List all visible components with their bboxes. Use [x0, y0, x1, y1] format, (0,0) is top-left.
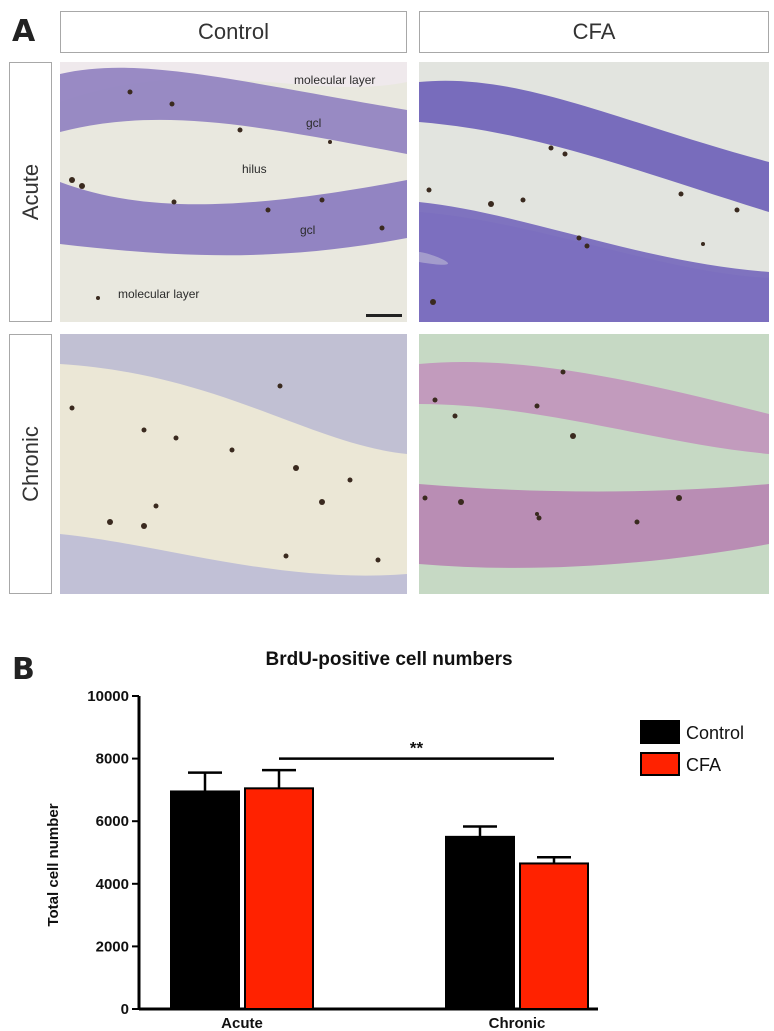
- micrograph-acute-cfa: [419, 62, 769, 322]
- panel-b-letter: B: [12, 652, 35, 687]
- row-header-chronic-label: Chronic: [17, 426, 43, 502]
- row-header-acute-label: Acute: [17, 163, 43, 221]
- label-gcl-top: gcl: [306, 116, 322, 130]
- x-category-label: Acute: [221, 1015, 263, 1031]
- bar-chronic-control: [445, 835, 515, 1010]
- label-gcl-bottom: gcl: [300, 223, 316, 237]
- micrograph-chronic-control: [60, 334, 407, 594]
- y-tick-label: 10000: [87, 688, 129, 705]
- y-axis-title: Total cell number: [45, 803, 62, 926]
- row-header-chronic: Chronic: [9, 334, 52, 594]
- y-tick-label: 8000: [96, 751, 129, 768]
- legend-label-cfa: CFA: [686, 755, 721, 775]
- y-tick-label: 4000: [96, 876, 129, 893]
- micrograph-acute-control: molecular layer gcl hilus gcl molecular …: [60, 62, 407, 322]
- bar-chart: BrdU-positive cell numbers Total cell nu…: [45, 649, 744, 1031]
- micrograph-chronic-cfa: [419, 334, 769, 594]
- label-hilus: hilus: [242, 162, 267, 176]
- chart-title: BrdU-positive cell numbers: [265, 649, 512, 670]
- y-tick-label: 0: [121, 1001, 129, 1018]
- legend-swatch-control: [640, 720, 680, 744]
- x-category-label: Chronic: [489, 1015, 546, 1031]
- panel-a-letter: A: [12, 14, 36, 49]
- bar-acute-cfa: [244, 787, 314, 1010]
- significance-label: **: [410, 739, 424, 758]
- column-header-cfa: CFA: [419, 11, 769, 53]
- label-molecular-layer-bottom: molecular layer: [118, 287, 200, 301]
- column-header-cfa-label: CFA: [572, 19, 616, 44]
- bar-chronic-cfa: [519, 862, 589, 1010]
- bar-acute-control: [170, 790, 240, 1010]
- y-tick-label: 2000: [96, 938, 129, 955]
- column-header-control: Control: [60, 11, 407, 53]
- legend-swatch-cfa: [640, 752, 680, 776]
- legend-label-control: Control: [686, 723, 744, 743]
- y-tick-label: 6000: [96, 813, 129, 830]
- row-header-acute: Acute: [9, 62, 52, 322]
- label-molecular-layer-top: molecular layer: [294, 73, 376, 87]
- column-header-control-label: Control: [198, 19, 269, 44]
